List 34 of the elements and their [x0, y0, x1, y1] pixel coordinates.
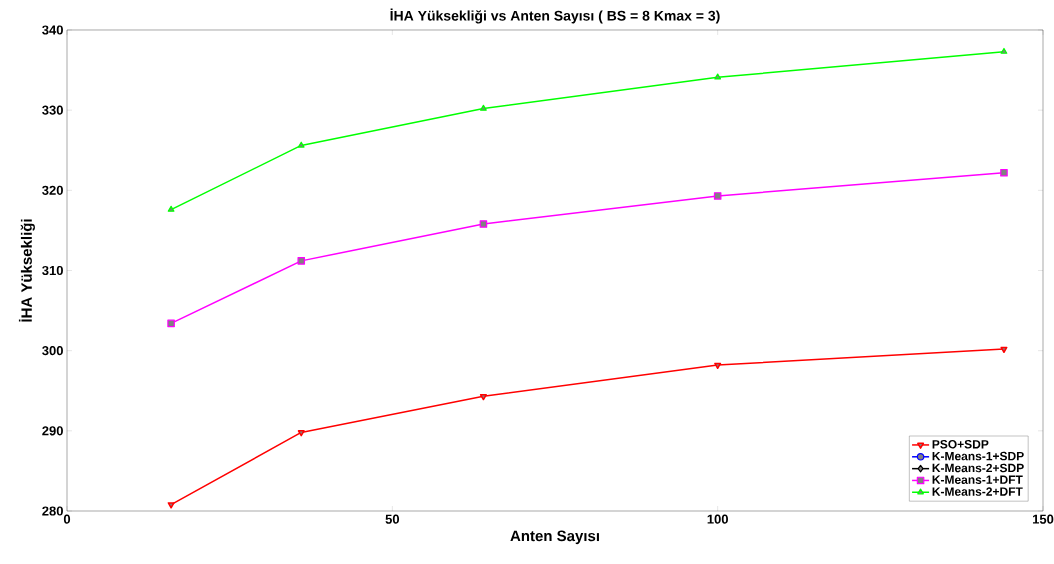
x-axis-title: Anten Sayısı — [510, 530, 599, 545]
point — [167, 319, 175, 328]
legend-label: K-Means-2+SDP — [932, 463, 1024, 473]
legend-label: K-Means-2+DFT — [932, 487, 1023, 496]
point — [713, 192, 722, 200]
y-tick-label: 310 — [42, 265, 63, 276]
point — [297, 430, 305, 437]
point — [714, 362, 722, 370]
y-tick-label: 320 — [42, 185, 63, 195]
point — [1000, 346, 1008, 354]
point — [480, 104, 487, 111]
y-tick-label: 330 — [42, 105, 63, 115]
legend-label: PSO+SDP — [932, 440, 989, 449]
point — [1000, 168, 1008, 177]
point — [297, 141, 305, 148]
y-tick-label: 300 — [42, 346, 63, 356]
x-tick-label: 150 — [1032, 514, 1054, 524]
point — [167, 502, 175, 509]
x-tick-label: 50 — [385, 514, 400, 524]
x-tick-label: 0 — [63, 514, 71, 524]
legend-label: K-Means-1+SDP — [932, 451, 1024, 461]
legend-label: K-Means-1+DFT — [932, 475, 1023, 484]
y-tick-label: 280 — [42, 506, 63, 516]
y-tick-label: 290 — [42, 426, 63, 436]
point — [479, 394, 487, 401]
point — [1000, 47, 1008, 54]
y-axis-title: İHA Yüksekliği — [18, 219, 35, 322]
chart-title: İHA Yüksekliği vs Anten Sayısı ( BS = 8 Kmax = 3) — [390, 8, 720, 24]
x-tick-label: 100 — [707, 514, 728, 524]
y-tick-label: 340 — [42, 25, 63, 35]
point — [297, 257, 306, 265]
point — [167, 205, 175, 212]
point — [479, 220, 488, 228]
point — [714, 73, 722, 80]
